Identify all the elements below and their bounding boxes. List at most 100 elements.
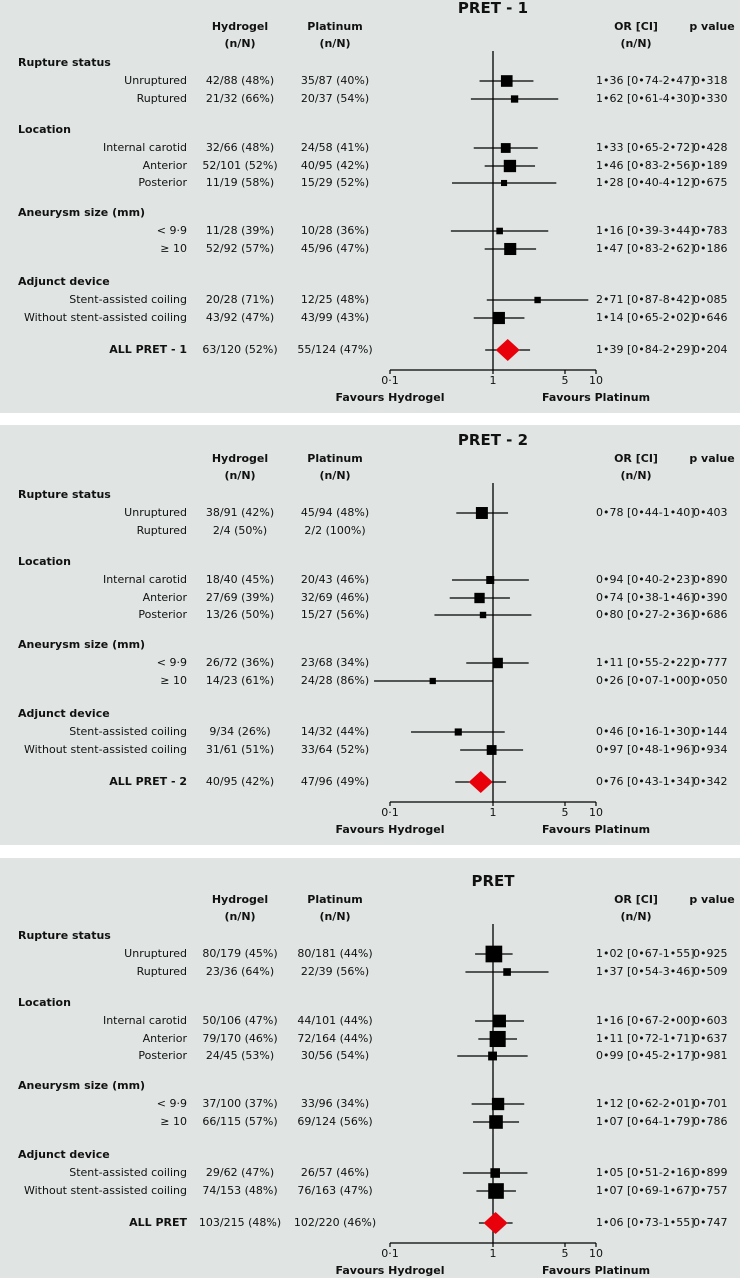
platinum-count: 12/25 (48%)	[300, 293, 370, 306]
overall-diamond	[495, 339, 520, 361]
p-value: 0•899	[693, 1166, 728, 1179]
group-label: Aneurysm size (mm)	[18, 206, 146, 219]
group-label: Rupture status	[18, 56, 111, 69]
subgroup-label: Stent-assisted coiling	[69, 1166, 187, 1179]
point-estimate-square	[500, 75, 513, 87]
platinum-count: 33/64 (52%)	[300, 743, 370, 756]
point-estimate-square	[490, 1168, 500, 1178]
header-platinum: Platinum	[307, 20, 363, 33]
subgroup-label: Posterior	[138, 176, 187, 189]
platinum-count: 47/96 (49%)	[300, 775, 370, 788]
x-tick-label: 0·1	[381, 374, 399, 387]
subgroup-label: Internal carotid	[102, 141, 187, 154]
hydrogel-count: 9/34 (26%)	[209, 725, 271, 738]
header-or-nn: (n/N)	[620, 469, 652, 482]
platinum-count: 10/28 (36%)	[300, 224, 370, 237]
subgroup-label: Stent-assisted coiling	[69, 293, 187, 306]
p-value: 0•085	[693, 293, 728, 306]
forest-panel: PRET Hydrogel (n/N) Platinum (n/N) OR [CI] (n/…	[0, 858, 740, 1278]
point-estimate-square	[454, 728, 462, 736]
p-value: 0•686	[693, 608, 728, 621]
platinum-count: 23/68 (34%)	[300, 656, 370, 669]
odds-ratio-ci: 1•36 [0•74-2•47]	[596, 74, 695, 87]
point-estimate-square	[475, 507, 488, 519]
p-value: 0•050	[693, 674, 728, 687]
odds-ratio-ci: 1•46 [0•83-2•56]	[596, 159, 695, 172]
group-label: Aneurysm size (mm)	[18, 1079, 146, 1092]
group-label: Location	[18, 123, 71, 136]
p-value: 0•186	[693, 242, 728, 255]
odds-ratio-ci: 1•33 [0•65-2•72]	[596, 141, 695, 154]
platinum-count: 45/96 (47%)	[300, 242, 370, 255]
group-label: Aneurysm size (mm)	[18, 638, 146, 651]
platinum-count: 43/99 (43%)	[300, 311, 370, 324]
favours-hydrogel-label: Favours Hydrogel	[335, 1264, 445, 1277]
x-tick-label: 10	[589, 806, 603, 819]
point-estimate-square	[534, 296, 541, 304]
p-value: 0•757	[693, 1184, 728, 1197]
p-value: 0•747	[693, 1216, 728, 1229]
x-tick-label: 1	[489, 806, 497, 819]
overall-diamond	[483, 1212, 508, 1234]
p-value: 0•330	[693, 92, 728, 105]
platinum-count: 35/87 (40%)	[300, 74, 370, 87]
hydrogel-count: 42/88 (48%)	[205, 74, 275, 87]
hydrogel-count: 24/45 (53%)	[205, 1049, 275, 1062]
odds-ratio-ci: 1•47 [0•83-2•62]	[596, 242, 695, 255]
platinum-count: 69/124 (56%)	[297, 1115, 373, 1128]
header-hydrogel-nn: (n/N)	[224, 37, 256, 50]
overall-label: ALL PRET - 2	[109, 775, 187, 788]
hydrogel-count: 13/26 (50%)	[205, 608, 275, 621]
odds-ratio-ci: 0•46 [0•16-1•30]	[596, 725, 695, 738]
subgroup-label: ≥ 10	[160, 674, 187, 687]
p-value: 0•318	[693, 74, 728, 87]
subgroup-label: Without stent-assisted coiling	[23, 1184, 187, 1197]
p-value: 0•701	[693, 1097, 728, 1110]
p-value: 0•637	[693, 1032, 728, 1045]
favours-hydrogel-label: Favours Hydrogel	[335, 823, 445, 836]
subgroup-label: ≥ 10	[160, 242, 187, 255]
point-estimate-square	[503, 968, 511, 976]
hydrogel-count: 26/72 (36%)	[205, 656, 275, 669]
hydrogel-count: 63/120 (52%)	[202, 343, 278, 356]
odds-ratio-ci: 1•28 [0•40-4•12]	[596, 176, 695, 189]
header-platinum: Platinum	[307, 452, 363, 465]
hydrogel-count: 29/62 (47%)	[205, 1166, 275, 1179]
p-value: 0•428	[693, 141, 728, 154]
point-estimate-square	[486, 575, 495, 585]
subgroup-label: Without stent-assisted coiling	[23, 743, 187, 756]
odds-ratio-ci: 1•07 [0•69-1•67]	[596, 1184, 695, 1197]
p-value: 0•646	[693, 311, 728, 324]
point-estimate-square	[474, 592, 485, 604]
p-value: 0•675	[693, 176, 728, 189]
hydrogel-count: 2/4 (50%)	[212, 524, 268, 537]
group-label: Location	[18, 996, 71, 1009]
header-hydrogel: Hydrogel	[211, 893, 269, 906]
favours-hydrogel-label: Favours Hydrogel	[335, 391, 445, 404]
hydrogel-count: 20/28 (71%)	[205, 293, 275, 306]
header-p-value: p value	[689, 20, 735, 33]
group-label: Rupture status	[18, 488, 111, 501]
hydrogel-count: 40/95 (42%)	[205, 775, 275, 788]
odds-ratio-ci: 1•14 [0•65-2•02]	[596, 311, 695, 324]
overall-label: ALL PRET - 1	[109, 343, 187, 356]
group-label: Location	[18, 555, 71, 568]
group-label: Adjunct device	[18, 275, 110, 288]
odds-ratio-ci: 0•26 [0•07-1•00]	[596, 674, 695, 687]
hydrogel-count: 11/19 (58%)	[205, 176, 275, 189]
subgroup-label: Ruptured	[136, 965, 187, 978]
header-or-ci: OR [CI]	[614, 20, 658, 33]
x-tick-label: 5	[561, 1247, 569, 1260]
platinum-count: 2/2 (100%)	[304, 524, 366, 537]
point-estimate-square	[429, 677, 436, 685]
point-estimate-square	[492, 311, 505, 325]
hydrogel-count: 79/170 (46%)	[202, 1032, 278, 1045]
header-hydrogel-nn: (n/N)	[224, 910, 256, 923]
platinum-count: 24/58 (41%)	[300, 141, 370, 154]
hydrogel-count: 32/66 (48%)	[205, 141, 275, 154]
header-platinum-nn: (n/N)	[319, 37, 351, 50]
platinum-count: 40/95 (42%)	[300, 159, 370, 172]
platinum-count: 20/43 (46%)	[300, 573, 370, 586]
subgroup-label: Anterior	[142, 159, 187, 172]
platinum-count: 14/32 (44%)	[300, 725, 370, 738]
